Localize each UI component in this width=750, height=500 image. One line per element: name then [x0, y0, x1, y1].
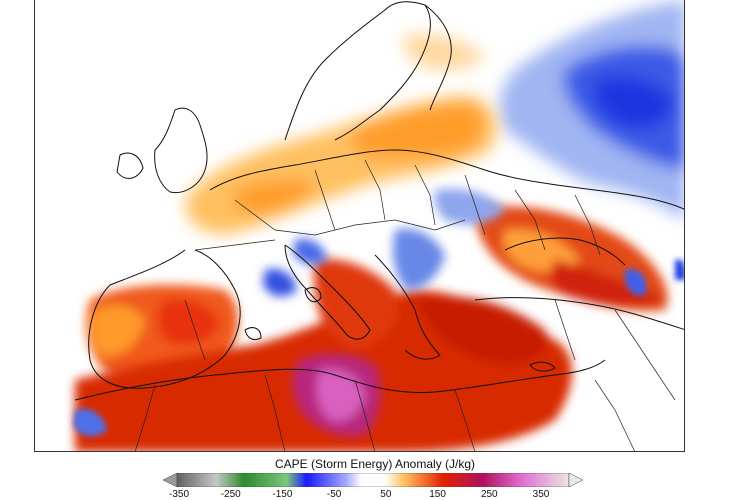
map-panel [34, 0, 685, 452]
positive-anomaly-central-europe [185, 33, 497, 234]
anomaly-map [73, 0, 684, 451]
colorbar-left-arrow [163, 473, 178, 487]
negative-anomaly-northeast [499, 0, 684, 219]
colorbar-tick-label: 250 [480, 489, 498, 500]
anomaly-shading [73, 0, 684, 451]
colorbar-tick-label: 350 [532, 489, 550, 500]
colorbar-tick-label: -250 [220, 489, 241, 500]
negative-anomaly-patches [73, 259, 684, 437]
colorbar [163, 473, 583, 487]
colorbar-right-arrow [568, 473, 583, 487]
colorbar-tick-label: -350 [168, 489, 190, 500]
country-borders [134, 159, 676, 451]
colorbar-tick-label: -150 [272, 489, 293, 500]
legend-title: CAPE (Storm Energy) Anomaly (J/kg) [274, 457, 476, 471]
colorbar-tick-label: 50 [380, 489, 392, 500]
coastlines [74, 1, 684, 401]
colorbar-tick-label: -50 [326, 489, 342, 500]
negative-anomaly-balkans [263, 188, 505, 297]
colorbar-tick-label: 150 [429, 489, 446, 500]
colorbar-gradient [176, 473, 570, 487]
strong-positive-libya [292, 353, 381, 437]
